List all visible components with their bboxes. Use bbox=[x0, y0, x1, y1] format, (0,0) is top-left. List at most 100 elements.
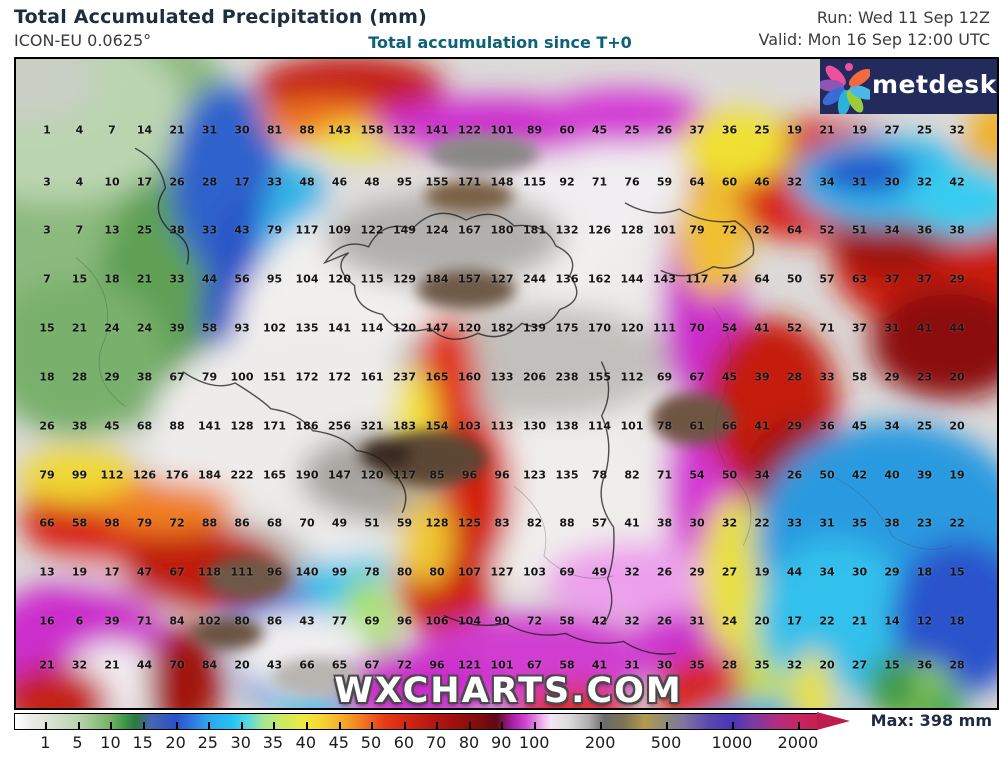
colorbar-tick-label: 500 bbox=[650, 733, 682, 752]
precip-value: 48 bbox=[364, 175, 380, 189]
precip-value: 32 bbox=[624, 614, 640, 628]
colorbar-tick bbox=[272, 722, 275, 729]
precip-value: 62 bbox=[754, 223, 770, 237]
colorbar-tick bbox=[240, 722, 243, 729]
precip-value: 17 bbox=[104, 565, 120, 579]
precip-value: 4 bbox=[75, 123, 84, 137]
precip-value: 26 bbox=[656, 565, 673, 579]
precip-value: 39 bbox=[104, 614, 120, 628]
colorbar-tick-label: 15 bbox=[132, 733, 153, 752]
precip-value: 88 bbox=[169, 419, 185, 433]
colorbar bbox=[14, 713, 818, 730]
precip-value: 29 bbox=[884, 565, 900, 579]
precip-value: 59 bbox=[656, 175, 673, 189]
precip-value: 21 bbox=[819, 123, 835, 137]
precip-value: 41 bbox=[754, 419, 770, 433]
precip-value: 28 bbox=[786, 370, 803, 384]
colorbar-tick bbox=[469, 722, 472, 729]
precip-value: 3 bbox=[43, 175, 51, 189]
precip-value: 45 bbox=[721, 370, 738, 384]
precip-value: 68 bbox=[136, 419, 153, 433]
precip-value: 95 bbox=[266, 272, 283, 286]
precip-value: 135 bbox=[555, 468, 579, 482]
precip-value: 43 bbox=[234, 223, 250, 237]
precip-value: 133 bbox=[490, 370, 514, 384]
precip-value: 101 bbox=[490, 123, 514, 137]
colorbar-tick bbox=[338, 722, 341, 729]
precip-value: 32 bbox=[721, 516, 738, 530]
colorbar-tick-label: 1000 bbox=[711, 733, 753, 752]
precip-value: 65 bbox=[331, 658, 348, 672]
precip-value: 183 bbox=[393, 419, 416, 433]
precip-value: 15 bbox=[884, 658, 900, 672]
precip-value: 144 bbox=[620, 272, 644, 286]
precip-value: 66 bbox=[721, 419, 738, 433]
precip-value: 38 bbox=[949, 223, 965, 237]
precip-value: 157 bbox=[458, 272, 481, 286]
precip-value: 31 bbox=[819, 516, 835, 530]
precip-value: 26 bbox=[656, 123, 673, 137]
colorbar-tick-label: 200 bbox=[584, 733, 616, 752]
precip-value: 33 bbox=[266, 175, 283, 189]
precip-value: 70 bbox=[689, 321, 705, 335]
precip-value: 32 bbox=[71, 658, 88, 672]
precip-value: 124 bbox=[425, 223, 449, 237]
precip-value: 107 bbox=[458, 565, 481, 579]
precip-value: 50 bbox=[819, 468, 835, 482]
precip-value: 88 bbox=[201, 516, 218, 530]
precip-value: 71 bbox=[819, 321, 835, 335]
precip-value: 24 bbox=[104, 321, 120, 335]
colorbar-tick bbox=[731, 722, 734, 729]
precip-value: 22 bbox=[819, 614, 835, 628]
precip-value: 37 bbox=[851, 321, 868, 335]
precip-value: 31 bbox=[851, 175, 868, 189]
precip-value: 148 bbox=[490, 175, 514, 189]
precip-value: 49 bbox=[331, 516, 348, 530]
precip-value: 86 bbox=[234, 516, 250, 530]
precip-value: 39 bbox=[169, 321, 185, 335]
colorbar-tick bbox=[207, 722, 210, 729]
precip-value: 81 bbox=[266, 123, 283, 137]
precip-value: 39 bbox=[754, 370, 770, 384]
precip-value: 78 bbox=[364, 565, 380, 579]
colorbar-tick bbox=[600, 722, 603, 729]
precip-value: 141 bbox=[328, 321, 351, 335]
precip-value: 67 bbox=[169, 565, 185, 579]
precip-value: 125 bbox=[458, 516, 481, 530]
precip-value: 56 bbox=[234, 272, 250, 286]
precip-value: 109 bbox=[328, 223, 351, 237]
precip-value: 58 bbox=[559, 658, 575, 672]
colorbar-tick bbox=[77, 722, 80, 729]
colorbar-tick-label: 5 bbox=[72, 733, 83, 752]
precip-value: 80 bbox=[429, 565, 445, 579]
precip-value: 22 bbox=[754, 516, 770, 530]
colorbar-tick-label: 60 bbox=[393, 733, 415, 752]
precip-value: 28 bbox=[71, 370, 88, 384]
precip-value: 74 bbox=[721, 272, 738, 286]
precip-value: 27 bbox=[721, 565, 738, 579]
precip-value: 128 bbox=[425, 516, 449, 530]
precip-value: 3 bbox=[43, 223, 51, 237]
precip-value: 101 bbox=[620, 419, 644, 433]
precip-value: 71 bbox=[591, 175, 608, 189]
precip-value: 89 bbox=[526, 123, 543, 137]
precip-value: 39 bbox=[916, 468, 933, 482]
precip-value: 61 bbox=[689, 419, 705, 433]
precip-value: 165 bbox=[425, 370, 449, 384]
precip-value: 25 bbox=[916, 419, 933, 433]
precip-value: 175 bbox=[555, 321, 579, 335]
precip-value: 44 bbox=[201, 272, 218, 286]
precip-value: 138 bbox=[555, 419, 579, 433]
precip-value: 122 bbox=[458, 123, 481, 137]
colorbar-tick-label: 100 bbox=[518, 733, 550, 752]
precip-value: 52 bbox=[786, 321, 803, 335]
precip-value: 115 bbox=[360, 272, 384, 286]
precip-value: 162 bbox=[588, 272, 611, 286]
precip-value: 34 bbox=[819, 565, 835, 579]
precip-value: 66 bbox=[299, 658, 315, 672]
colorbar-tick bbox=[436, 722, 439, 729]
precip-value: 42 bbox=[949, 175, 965, 189]
precip-value: 57 bbox=[591, 516, 608, 530]
precip-value: 58 bbox=[559, 614, 575, 628]
precip-value: 79 bbox=[39, 468, 55, 482]
